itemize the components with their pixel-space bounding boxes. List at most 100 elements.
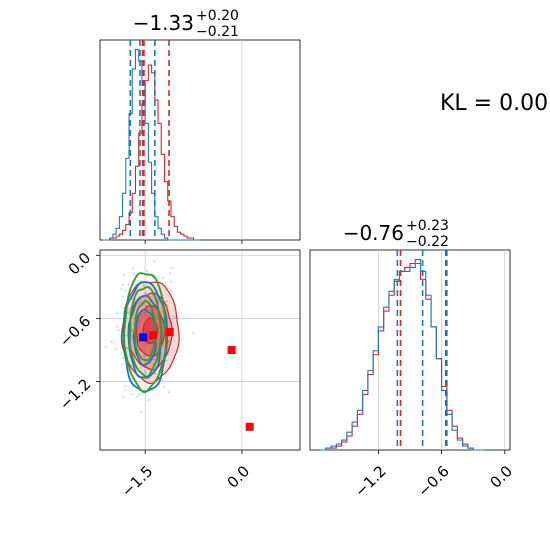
joint-sample-point <box>131 330 134 333</box>
joint-sample-point <box>131 267 134 270</box>
joint-marker-1 <box>148 331 157 340</box>
joint-contour-1-level-1 <box>127 294 163 379</box>
joint-sample-point <box>162 344 165 347</box>
joint-sample-point <box>124 289 127 292</box>
joint-sample-point <box>121 363 124 366</box>
joint-panel: −1.5 0.0 0.0 −0.6 −1.2 <box>56 247 301 501</box>
joint-marker-4 <box>245 422 254 431</box>
joint-sample-point <box>137 302 140 305</box>
joint-sample-point <box>162 329 165 332</box>
joint-sample-point <box>161 308 164 311</box>
marginal-2-xtick-label-2: 0.0 <box>486 462 516 492</box>
joint-sample-point <box>161 310 164 313</box>
joint-sample-point <box>120 287 123 290</box>
joint-xtick-label-1: 0.0 <box>224 462 254 492</box>
joint-sample-point <box>144 298 147 301</box>
joint-contour-2-level-1 <box>128 286 162 378</box>
joint-sample-point <box>104 346 107 349</box>
joint-sample-point <box>142 284 145 287</box>
joint-sample-point <box>131 385 134 388</box>
joint-sample-point <box>168 340 171 343</box>
kl-annotation: KL = 0.00 <box>440 91 548 116</box>
joint-sample-point <box>136 326 139 329</box>
joint-sample-point <box>121 295 124 298</box>
marginal-2-series-0-step <box>320 262 484 451</box>
joint-sample-point <box>161 379 164 382</box>
joint-sample-point <box>153 358 156 361</box>
joint-sample-point <box>171 266 174 269</box>
joint-sample-point <box>133 272 136 275</box>
joint-sample-point <box>172 314 175 317</box>
joint-marker-2 <box>165 328 174 337</box>
joint-sample-point <box>154 313 157 316</box>
joint-sample-point <box>140 366 143 369</box>
joint-sample-point <box>110 340 113 343</box>
marginal-2-series-1-step <box>320 258 484 451</box>
joint-sample-point <box>128 313 131 316</box>
joint-sample-point <box>170 280 173 283</box>
joint-ytick-label-1: −0.6 <box>56 312 94 350</box>
joint-sample-point <box>136 395 139 398</box>
joint-sample-point <box>138 393 141 396</box>
joint-sample-point <box>145 292 148 295</box>
joint-sample-point <box>127 284 130 287</box>
joint-sample-point <box>154 373 157 376</box>
marginal-2-frame <box>309 249 511 451</box>
joint-sample-point <box>122 396 125 399</box>
joint-sample-point <box>122 357 125 360</box>
joint-sample-point <box>86 295 88 297</box>
marginal-2-title-value: −0.76 <box>343 221 404 245</box>
joint-sample-point <box>165 359 168 362</box>
joint-sample-point <box>162 386 165 389</box>
joint-sample-point <box>137 324 140 327</box>
joint-sample-point <box>192 331 195 334</box>
joint-sample-point <box>170 290 173 293</box>
joint-sample-point <box>122 307 125 310</box>
joint-frame <box>99 249 301 451</box>
joint-sample-point <box>141 342 144 345</box>
joint-sample-point <box>154 307 157 310</box>
joint-sample-point <box>141 315 144 318</box>
joint-sample-point <box>115 347 118 350</box>
joint-xtick-label-0: −1.5 <box>118 462 156 500</box>
joint-sample-point <box>136 288 139 291</box>
joint-sample-point <box>140 280 143 283</box>
joint-sample-point <box>169 272 172 275</box>
joint-sample-point <box>137 319 140 322</box>
joint-sample-point <box>146 269 149 272</box>
joint-sample-point <box>147 398 150 401</box>
joint-sample-point <box>148 309 151 312</box>
joint-contour-2-level-0 <box>123 272 167 394</box>
joint-sample-point <box>128 310 131 313</box>
joint-sample-point <box>121 283 124 286</box>
joint-sample-point <box>167 391 170 394</box>
joint-sample-point <box>138 301 141 304</box>
joint-sample-point <box>139 313 142 316</box>
joint-sample-point <box>126 311 129 314</box>
joint-plot-area <box>86 247 300 450</box>
joint-sample-point <box>139 331 142 334</box>
marginal-1-title-upper: +0.20 <box>196 8 239 24</box>
marginal-2-title-lower: −0.22 <box>406 234 449 250</box>
joint-sample-point <box>143 370 146 373</box>
joint-sample-point <box>138 321 141 324</box>
joint-sample-point <box>145 371 148 374</box>
joint-contour-2-level-2 <box>134 300 157 362</box>
joint-marker-0 <box>139 333 148 342</box>
marginal-2-xtick-label-1: −0.6 <box>414 462 452 500</box>
joint-ytick-label-0: 0.0 <box>65 249 95 279</box>
joint-sample-point <box>116 312 119 315</box>
joint-sample-point <box>168 247 170 249</box>
joint-sample-point <box>131 335 134 338</box>
joint-sample-point <box>118 328 121 331</box>
joint-sample-point <box>131 298 134 301</box>
joint-sample-point <box>146 272 149 275</box>
joint-sample-point <box>148 315 151 318</box>
joint-contour-1-level-2 <box>132 308 157 366</box>
joint-sample-point <box>129 307 132 310</box>
marginal-1-series-1-step <box>103 48 200 241</box>
joint-sample-point <box>125 334 128 337</box>
joint-sample-point <box>143 312 146 315</box>
marginal-2-title-upper: +0.23 <box>406 218 449 234</box>
